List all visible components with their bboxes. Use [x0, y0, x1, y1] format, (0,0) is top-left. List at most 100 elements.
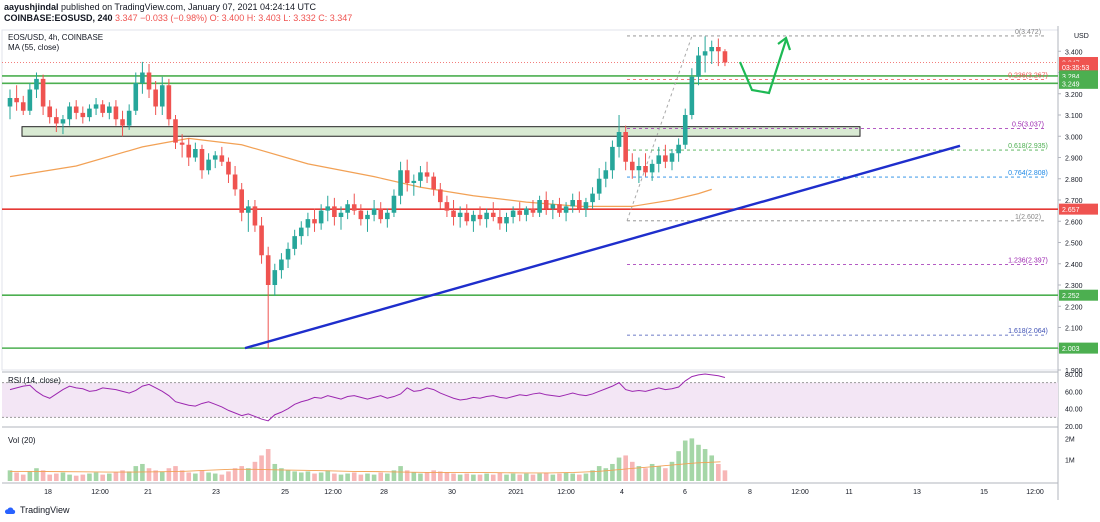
rsi-title: RSI (14, close): [8, 376, 61, 385]
candle-body: [107, 106, 112, 113]
y-tick-label: 2.300: [1065, 283, 1083, 290]
cloud-icon: [4, 506, 16, 514]
candle-body: [563, 206, 569, 213]
volume-bar: [471, 474, 476, 481]
candle-body: [60, 119, 66, 124]
ascending-trendline: [244, 144, 961, 350]
candle-body: [40, 78, 46, 107]
candle-body: [47, 106, 53, 118]
candle-body: [702, 51, 708, 56]
candle-body: [676, 144, 681, 154]
volume-bar: [709, 455, 715, 481]
volume-bar: [153, 470, 158, 481]
candle-body: [537, 200, 542, 213]
candle-body: [332, 206, 337, 217]
volume-bar: [524, 473, 529, 481]
last-price: 3.347: [115, 13, 138, 23]
volume-bar: [702, 449, 708, 481]
candle-body: [577, 200, 582, 209]
price-label-text: 03:35:53: [1062, 65, 1089, 72]
candle-body: [424, 172, 430, 177]
volume-bar: [265, 449, 271, 481]
x-tick-label: 30: [448, 489, 456, 496]
candle-body: [365, 214, 370, 220]
candle-body: [351, 204, 357, 211]
candle-body: [173, 119, 178, 143]
volume-bar: [14, 472, 19, 481]
x-tick-label: 8: [748, 489, 752, 496]
candle-body: [444, 202, 450, 211]
volume-bar: [292, 471, 297, 481]
volume-bar: [438, 471, 443, 481]
x-tick-label: 6: [683, 489, 687, 496]
candle-body: [285, 248, 291, 260]
candle-body: [451, 210, 456, 217]
y-tick-label: 3.400: [1065, 49, 1083, 56]
volume-bar: [232, 468, 238, 481]
publish-header: aayushjindal published on TradingView.co…: [4, 2, 352, 24]
candle-body: [709, 47, 715, 52]
candle-body: [596, 178, 602, 194]
candle-body: [636, 166, 642, 171]
volume-bar: [398, 466, 403, 481]
volume-bar: [186, 472, 192, 481]
volume-bar: [371, 474, 377, 481]
candle-body: [391, 195, 397, 213]
fib-level-label: 0.764(2.808): [1008, 170, 1048, 177]
x-tick-label: 12:00: [1026, 489, 1044, 496]
publisher-name[interactable]: aayushjindal: [4, 2, 59, 12]
tradingview-logo[interactable]: TradingView: [4, 505, 70, 515]
x-tick-label: 12:00: [557, 489, 575, 496]
x-tick-label: 25: [281, 489, 289, 496]
fib-level-label: 1(2.602): [1015, 214, 1041, 221]
candle-body: [663, 155, 668, 162]
volume-bar: [298, 472, 304, 481]
volume-bar: [173, 466, 178, 481]
volume-bar: [146, 468, 152, 481]
price-label-text: 2.252: [1062, 293, 1080, 300]
volume-bar: [20, 474, 26, 481]
rsi-tick-label: 20.00: [1065, 424, 1083, 431]
candle-body: [418, 172, 423, 181]
volume-bar: [716, 463, 721, 481]
price-label-text: 2.657: [1062, 207, 1080, 214]
candle-body: [471, 214, 476, 222]
candle-body: [457, 212, 463, 217]
volume-bar: [444, 472, 450, 481]
price-label-text: 3.249: [1062, 81, 1080, 88]
candle-body: [464, 212, 470, 222]
candle-body: [239, 189, 244, 213]
candle-body: [682, 115, 688, 145]
x-tick-label: 18: [44, 489, 52, 496]
price-label-box: [1059, 203, 1098, 215]
fib-anchor-line: [626, 35, 693, 221]
volume-bar: [332, 473, 337, 481]
volume-bar: [318, 472, 324, 481]
candle-body: [193, 149, 198, 158]
candle-body: [510, 210, 516, 217]
rsi-line: [9, 373, 726, 422]
candle-body: [524, 208, 529, 215]
volume-bar: [378, 472, 384, 481]
volume-bar: [212, 473, 218, 481]
fib-level-label: 1.236(2.397): [1008, 257, 1048, 264]
volume-bar: [133, 466, 139, 481]
rsi-tick-label: 80.00: [1065, 372, 1083, 379]
volume-bar: [54, 473, 59, 481]
vol-tick-label: 2M: [1065, 436, 1075, 443]
volume-ma-line: [10, 461, 721, 474]
volume-bar: [338, 474, 344, 481]
symbol-label: COINBASE:EOSUSD, 240: [4, 13, 113, 23]
candle-body: [153, 89, 158, 107]
volume-bar: [252, 461, 258, 481]
y-tick-label: 2.700: [1065, 198, 1083, 205]
volume-bar: [404, 470, 410, 481]
y-tick-label: 2.800: [1065, 177, 1083, 184]
volume-bar: [596, 466, 602, 481]
volume-bar: [193, 473, 198, 481]
volume-bar: [517, 474, 523, 481]
volume-bar: [159, 471, 165, 481]
volume-bar: [385, 473, 390, 481]
candle-body: [543, 200, 549, 209]
